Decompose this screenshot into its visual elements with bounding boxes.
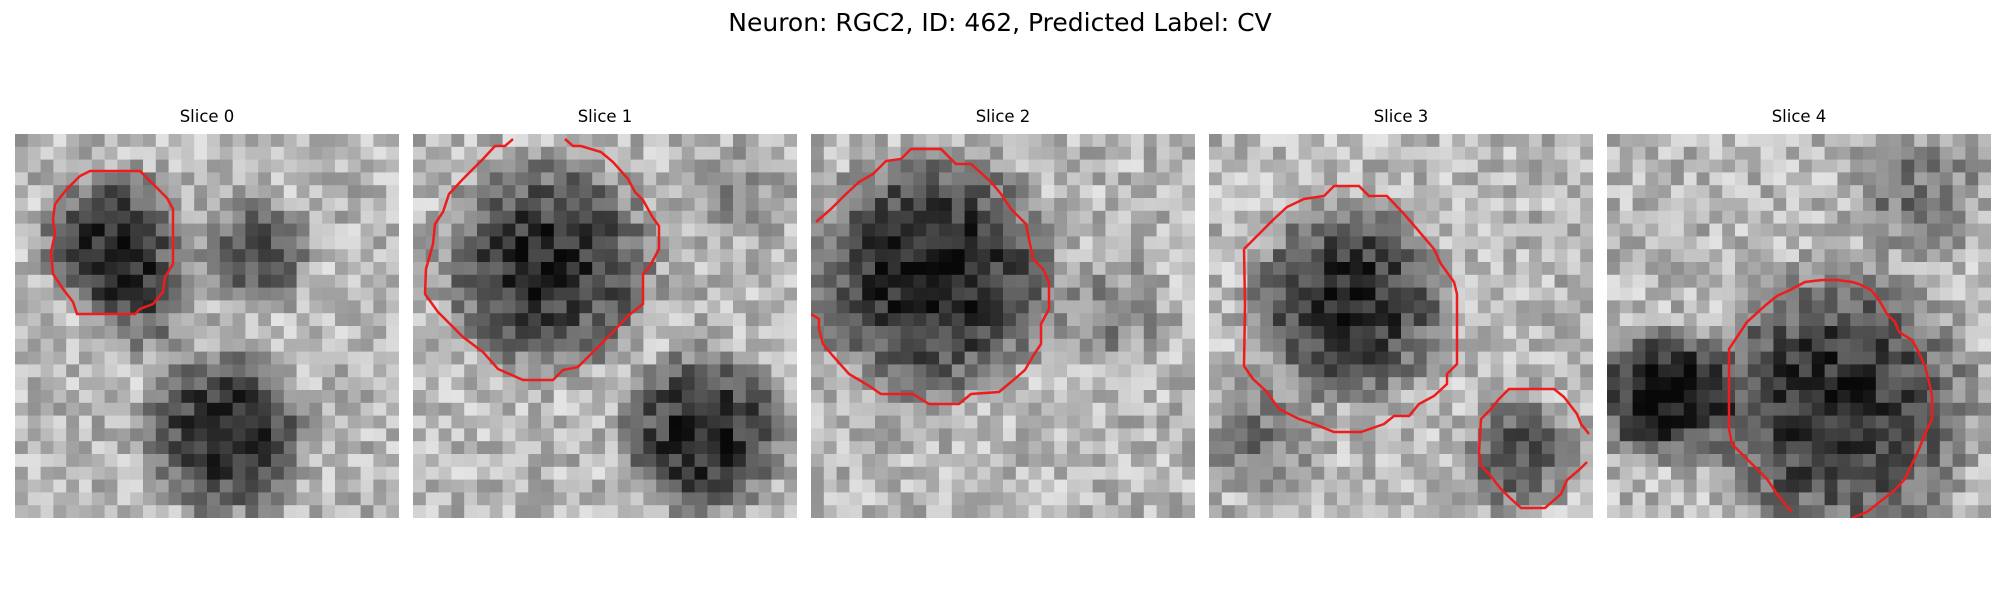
- cell-contour: [1727, 278, 1934, 518]
- slice-image-1: [413, 134, 797, 518]
- slice-image-3: [1209, 134, 1593, 518]
- grayscale-tissue: [1209, 134, 1593, 518]
- slice-title-0: Slice 0: [179, 107, 235, 126]
- grayscale-tissue: [1607, 134, 1991, 518]
- figure-title: Neuron: RGC2, ID: 462, Predicted Label: …: [728, 8, 1272, 37]
- cell-contour: [423, 138, 661, 382]
- cell-contour: [811, 147, 1051, 406]
- cell-contour-main: [1242, 184, 1459, 434]
- cell-contour-secondary: [1477, 387, 1590, 510]
- slice-title-3: Slice 3: [1373, 107, 1429, 126]
- slice-image-4: [1607, 134, 1991, 518]
- slice-title-4: Slice 4: [1771, 107, 1827, 126]
- grayscale-tissue: [811, 134, 1195, 518]
- grayscale-tissue: [413, 134, 797, 518]
- slice-title-1: Slice 1: [577, 107, 633, 126]
- slice-image-0: [15, 134, 399, 518]
- grayscale-tissue: [15, 134, 399, 518]
- slice-title-2: Slice 2: [975, 107, 1031, 126]
- cell-contour: [49, 169, 175, 316]
- slice-image-2: [811, 134, 1195, 518]
